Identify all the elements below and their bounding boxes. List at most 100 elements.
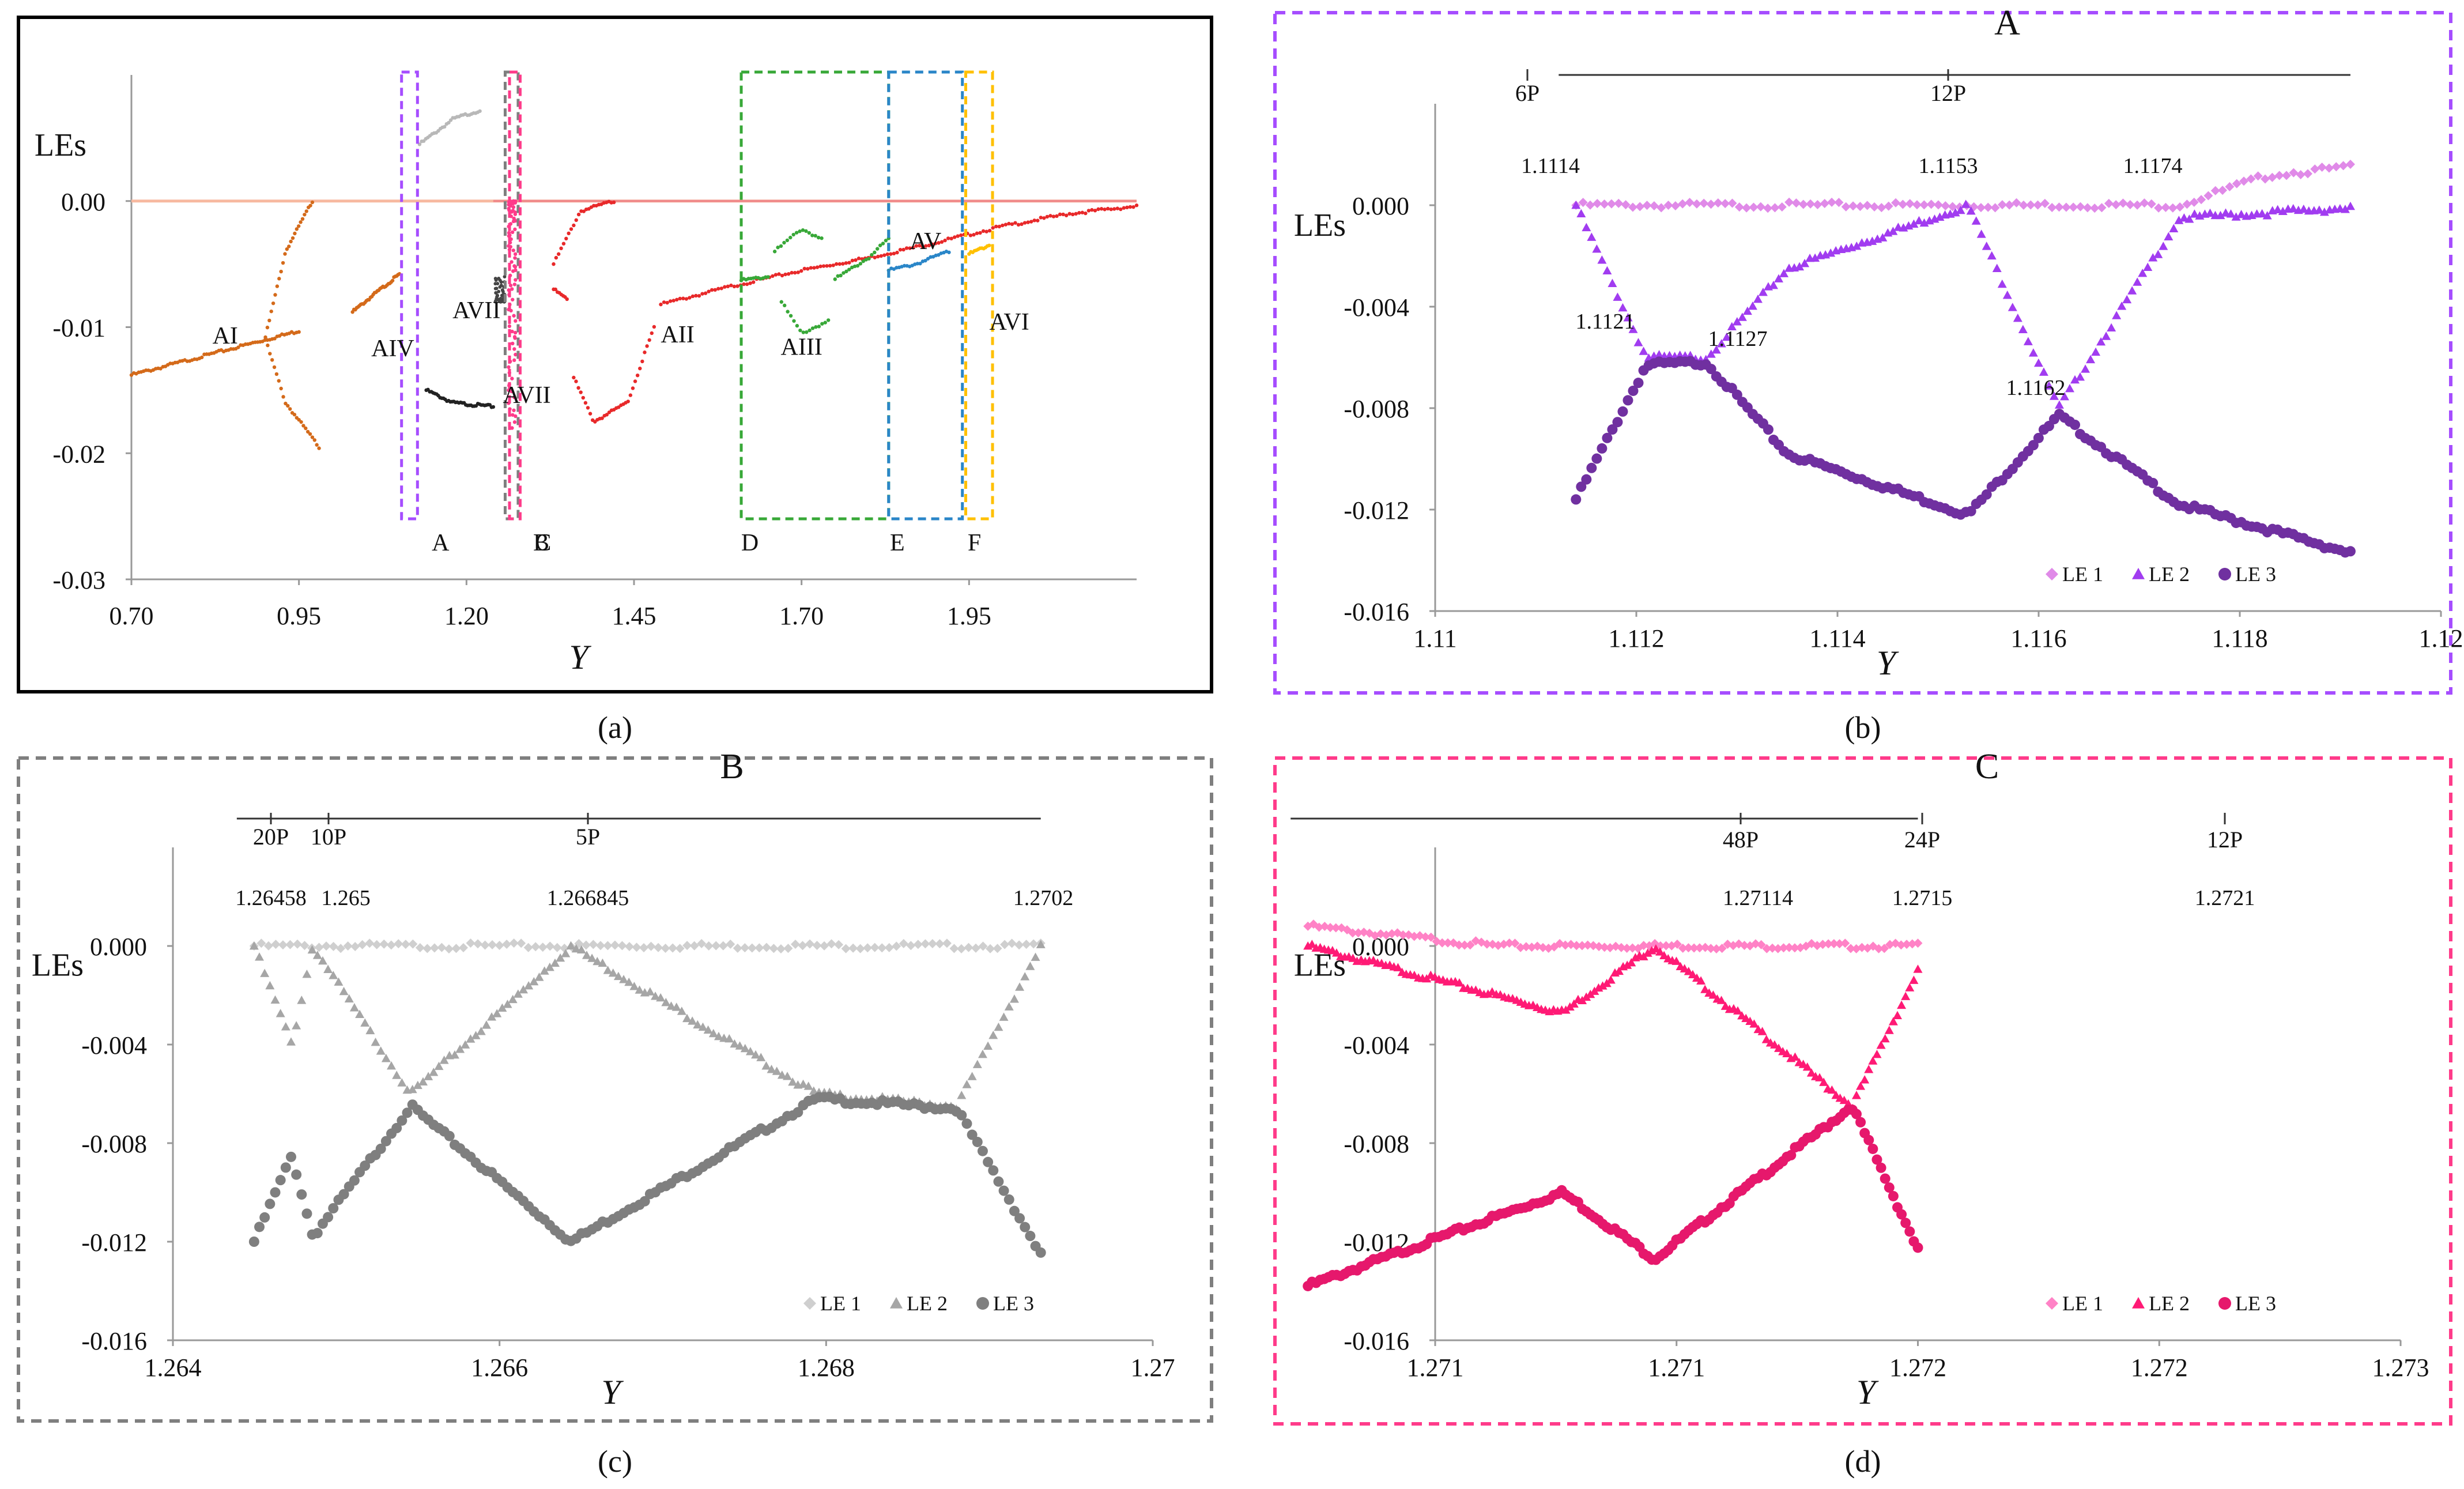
- series-le3-point: [402, 1107, 413, 1118]
- series-aii-point: [1001, 223, 1005, 228]
- series-le2-point: [1684, 967, 1693, 975]
- series-le1-point: [1684, 943, 1693, 953]
- series-ai-upper-point: [263, 335, 267, 340]
- series-le3-point: [1731, 389, 1742, 400]
- series-le3-point: [1581, 474, 1592, 485]
- series-aii-point: [997, 224, 1001, 229]
- region-label-av: AV: [910, 228, 941, 255]
- series-aii-point: [684, 297, 689, 301]
- series-le1-point: [2082, 203, 2092, 213]
- series-le1-point: [1907, 939, 1917, 949]
- series-le3-point: [988, 1165, 999, 1176]
- figure-label-a: (a): [598, 710, 632, 745]
- series-aii-point: [716, 287, 720, 291]
- series-aii-lower-point: [600, 416, 604, 420]
- series-ai-lower-point: [270, 358, 274, 362]
- series-le1-point: [343, 941, 353, 951]
- series-le1-point: [892, 941, 901, 951]
- series-le1-point: [726, 939, 735, 949]
- series-aii-point: [978, 231, 982, 235]
- series-le3-point: [1602, 432, 1613, 443]
- series-le1-point: [1588, 941, 1598, 951]
- series-le1-point: [1678, 199, 1688, 209]
- series-c-cloud-point: [514, 278, 518, 282]
- series-le2-point: [1720, 1001, 1730, 1010]
- series-ai-upper-point: [285, 247, 289, 251]
- series-le2-point: [312, 951, 322, 959]
- series-green-b-point: [813, 233, 817, 238]
- series-le2-point: [2299, 204, 2308, 213]
- series-aii-point: [732, 284, 737, 289]
- series-ai-lower-point: [279, 386, 283, 391]
- series-aii-upper-point: [567, 231, 571, 236]
- series-le2-point: [2179, 213, 2189, 222]
- series-le2-point: [1768, 281, 1778, 289]
- series-aii-point: [815, 265, 820, 269]
- series-le2-point: [371, 1037, 380, 1046]
- series-green-b-point: [816, 235, 821, 240]
- series-b-cloud-point: [496, 281, 500, 285]
- series-aii-point: [1022, 221, 1027, 225]
- series-le2-point: [1742, 306, 1752, 315]
- series-green-c-point: [847, 267, 851, 272]
- series-le2-point: [2205, 208, 2215, 217]
- series-le2-point: [735, 1041, 745, 1050]
- series-le2-point: [481, 1020, 491, 1029]
- series-le1-point: [1538, 943, 1548, 952]
- series-le2-point: [1897, 1000, 1907, 1009]
- series-le3-point: [1863, 1134, 1874, 1145]
- series-le1-point: [1976, 203, 1986, 213]
- series-c-cloud-point: [512, 199, 516, 203]
- series-b-cloud-point: [494, 291, 498, 295]
- series-c-cloud-point: [514, 414, 518, 419]
- series-le2-point: [302, 969, 312, 978]
- series-ai-lower-point: [263, 338, 267, 342]
- series-green-c-point: [870, 252, 874, 257]
- series-le1-point: [827, 939, 836, 949]
- legend-label: LE 2: [2149, 563, 2190, 586]
- series-le1-point: [2061, 202, 2071, 212]
- legend-label: LE 1: [2062, 1292, 2103, 1315]
- series-c-cloud-point: [512, 408, 516, 412]
- series-ai-lower-point: [292, 412, 297, 417]
- series-aii-upper-point: [564, 236, 568, 241]
- series-le3-point: [1612, 417, 1623, 428]
- series-green-c-point: [844, 269, 848, 274]
- series-ai-lower-point: [299, 420, 303, 424]
- series-aii-upper-point: [557, 252, 561, 256]
- series-le3-point: [254, 1222, 265, 1232]
- series-le2-point: [619, 975, 629, 983]
- series-le2-point: [1819, 1077, 1829, 1086]
- series-le3-point: [993, 1176, 1004, 1187]
- series-aii-lower-point: [635, 373, 640, 378]
- x-axis-title: Y: [1877, 644, 1899, 682]
- series-le2-point: [613, 971, 623, 981]
- series-le2-point: [2107, 323, 2116, 332]
- region-label-aii: AII: [661, 322, 694, 348]
- series-le3-point: [1622, 395, 1633, 406]
- series-le2-point: [1654, 350, 1664, 359]
- series-le2-point: [703, 1025, 713, 1034]
- series-le1-point: [1824, 939, 1833, 949]
- series-le1-point: [1713, 198, 1723, 208]
- series-aii-point: [1109, 207, 1113, 212]
- series-le1-point: [2005, 200, 2014, 210]
- series-le2-point: [534, 972, 544, 981]
- series-le1-point: [718, 941, 728, 951]
- series-le1-point: [422, 944, 432, 953]
- series-le1-point: [2282, 171, 2292, 180]
- series-aii-point: [927, 243, 931, 248]
- series-aii-point: [1064, 213, 1069, 217]
- point-value-label: 1.26458: [235, 886, 307, 910]
- series-le1-point: [935, 939, 945, 949]
- series-le1-point: [2069, 202, 2078, 212]
- series-le2-point: [1571, 201, 1581, 209]
- series-le2-point: [413, 1080, 422, 1090]
- series-le1-point: [978, 941, 988, 951]
- series-aii-point: [1131, 205, 1135, 209]
- series-le1-point: [1784, 197, 1794, 207]
- series-c-cloud-point: [511, 413, 515, 417]
- series-le2-point: [2018, 325, 2028, 334]
